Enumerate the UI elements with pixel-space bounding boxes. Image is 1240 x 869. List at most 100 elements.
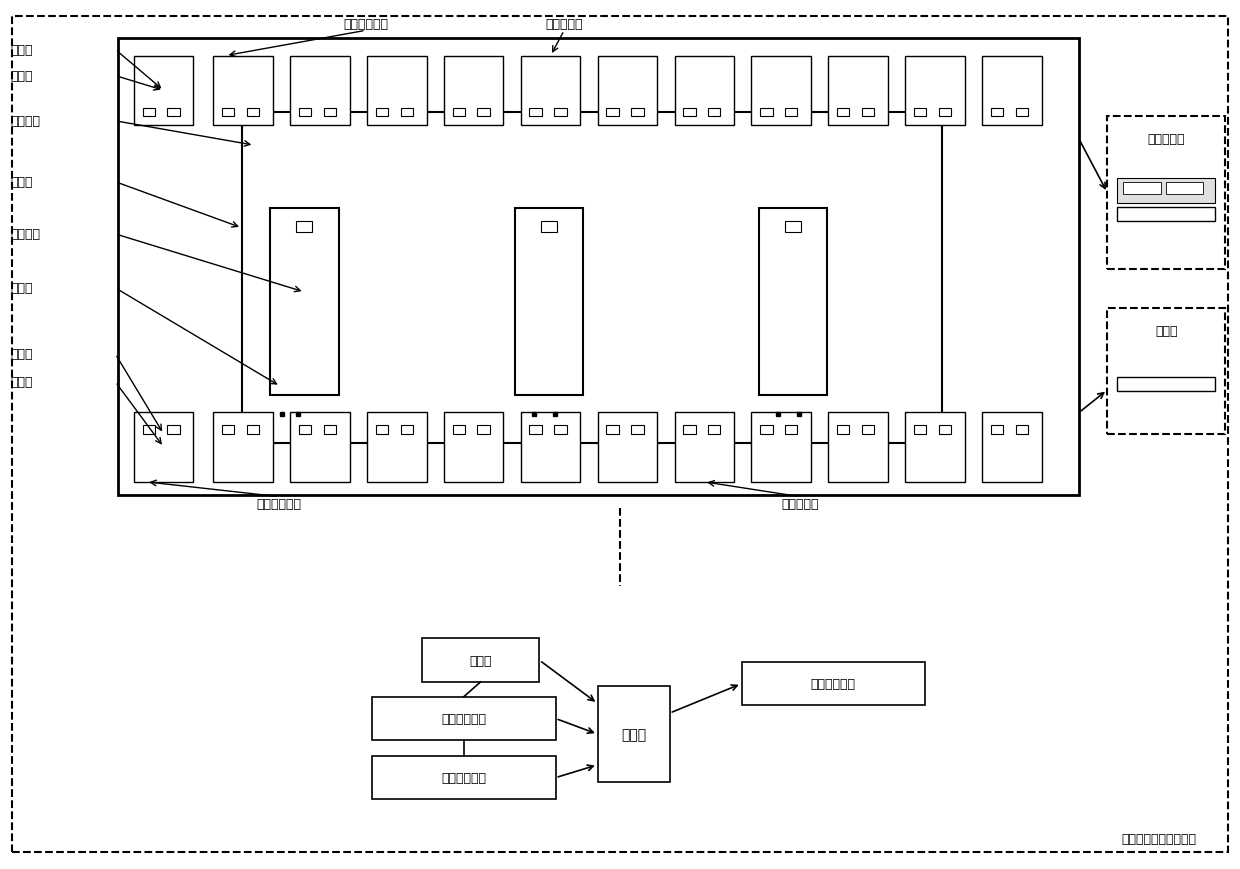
Text: 无线发射装置: 无线发射装置 [257, 498, 301, 510]
Bar [290, 56, 350, 126]
Text: 运输路径: 运输路径 [10, 116, 40, 128]
Bar [837, 109, 849, 117]
Bar [213, 56, 273, 126]
Bar [760, 109, 773, 117]
Bar [675, 56, 734, 126]
Bar [324, 109, 336, 117]
Bar [1117, 179, 1215, 203]
Bar [554, 109, 567, 117]
Bar [143, 109, 155, 117]
Bar [134, 413, 193, 482]
Bar [222, 426, 234, 434]
Bar [939, 109, 951, 117]
Text: 运输车: 运输车 [10, 176, 32, 189]
Bar [751, 413, 811, 482]
Bar [222, 109, 234, 117]
Bar [541, 222, 557, 233]
Bar [143, 426, 155, 434]
Bar [1016, 426, 1028, 434]
Bar [982, 56, 1042, 126]
Text: 立体停车楼的其中一层: 立体停车楼的其中一层 [1122, 833, 1197, 845]
Text: 无线发射装置: 无线发射装置 [811, 678, 856, 690]
Text: 载车运输车: 载车运输车 [546, 18, 583, 30]
Bar [529, 109, 542, 117]
Bar [1016, 109, 1028, 117]
Bar [324, 426, 336, 434]
Bar [453, 109, 465, 117]
Text: 配电柜: 配电柜 [621, 727, 646, 741]
Bar [1107, 117, 1225, 269]
Bar [862, 109, 874, 117]
Bar [991, 426, 1003, 434]
Bar [515, 209, 583, 395]
Text: 升降电梯: 升降电梯 [10, 229, 40, 241]
Bar [905, 413, 965, 482]
Bar [453, 426, 465, 434]
Bar [422, 639, 539, 682]
Bar [759, 209, 827, 395]
Bar [372, 756, 556, 799]
Bar [598, 56, 657, 126]
Bar [401, 426, 413, 434]
Text: 总控台: 总控台 [469, 654, 492, 667]
Bar [742, 662, 925, 706]
Text: 斜坡块: 斜坡块 [10, 282, 32, 295]
Bar [477, 109, 490, 117]
Bar [785, 426, 797, 434]
Text: 载车运输车: 载车运输车 [781, 498, 818, 510]
Text: 载车运输车: 载车运输车 [1147, 133, 1185, 146]
Text: 车库控制系统: 车库控制系统 [441, 713, 486, 725]
Bar [982, 413, 1042, 482]
Bar [675, 413, 734, 482]
Bar [708, 109, 720, 117]
Bar [367, 56, 427, 126]
Bar [477, 426, 490, 434]
Bar [372, 697, 556, 740]
Bar [247, 109, 259, 117]
Bar [683, 426, 696, 434]
Bar [837, 426, 849, 434]
Bar [213, 413, 273, 482]
Bar [606, 426, 619, 434]
Bar [1117, 377, 1215, 391]
Bar [708, 426, 720, 434]
Bar [134, 56, 193, 126]
Bar [1166, 182, 1204, 195]
Text: 无线发射装置: 无线发射装置 [343, 18, 388, 30]
Bar [554, 426, 567, 434]
Bar [631, 426, 644, 434]
Bar [521, 56, 580, 126]
Bar [444, 56, 503, 126]
Bar [828, 56, 888, 126]
Bar [376, 426, 388, 434]
Bar [444, 413, 503, 482]
Bar [118, 39, 1079, 495]
Bar [296, 222, 312, 233]
Bar [247, 426, 259, 434]
Bar [1117, 208, 1215, 222]
Bar [939, 426, 951, 434]
Bar [242, 113, 942, 443]
Bar [828, 413, 888, 482]
Bar [631, 109, 644, 117]
Bar [521, 413, 580, 482]
Bar [991, 109, 1003, 117]
Bar [606, 109, 619, 117]
Text: 充电管理系统: 充电管理系统 [441, 772, 486, 784]
Text: 停车位: 停车位 [10, 70, 32, 83]
Bar [598, 687, 670, 782]
Bar [299, 426, 311, 434]
Bar [914, 109, 926, 117]
Bar [401, 109, 413, 117]
Bar [270, 209, 339, 395]
Text: 停车位: 停车位 [10, 376, 32, 388]
Bar [862, 426, 874, 434]
Bar [529, 426, 542, 434]
Bar [785, 109, 797, 117]
Text: 运输车: 运输车 [10, 348, 32, 361]
Bar [751, 56, 811, 126]
Bar [914, 426, 926, 434]
Bar [376, 109, 388, 117]
Bar [367, 413, 427, 482]
Bar [683, 109, 696, 117]
